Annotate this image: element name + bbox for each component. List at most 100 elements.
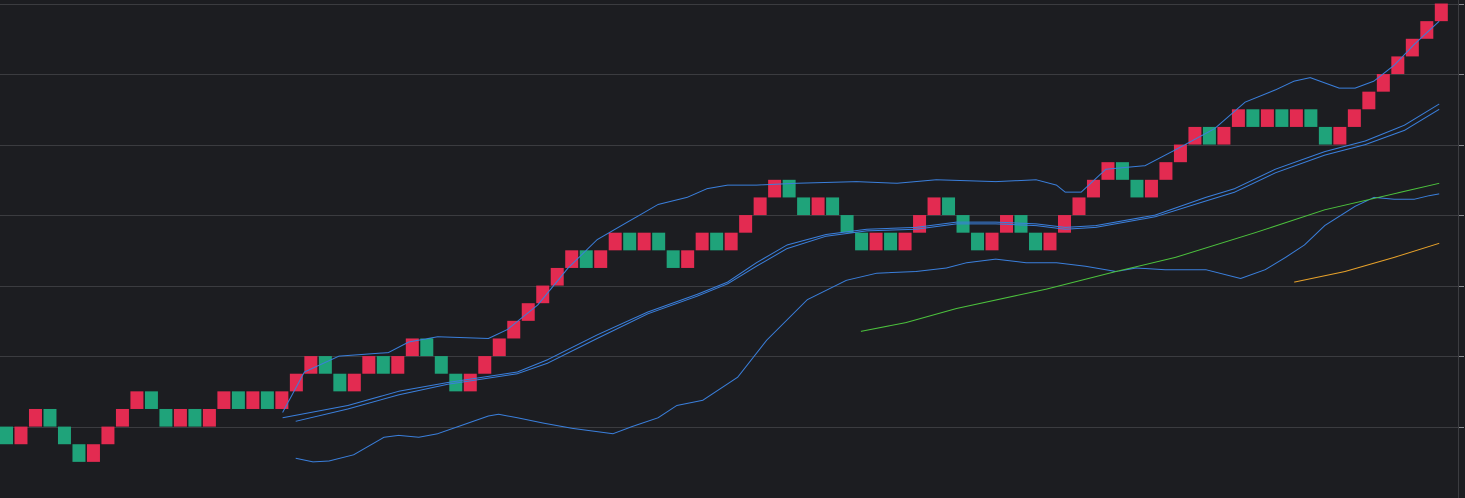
renko-brick-up <box>565 250 579 268</box>
renko-brick-down <box>1029 232 1042 251</box>
upper-band-line <box>282 20 1440 413</box>
renko-brick-up <box>478 356 492 374</box>
renko-brick-up <box>405 338 419 357</box>
renko-brick-up <box>86 444 100 462</box>
renko-brick-down <box>884 232 898 251</box>
renko-brick-up <box>550 267 564 286</box>
renko-brick-down <box>231 391 245 409</box>
renko-brick-down <box>1130 179 1144 198</box>
renko-brick-up <box>1144 179 1158 198</box>
renko-brick-up <box>347 373 361 392</box>
middle-ma-1-line <box>282 103 1440 419</box>
renko-brick-up <box>289 373 303 392</box>
renko-brick-up <box>275 391 289 409</box>
lower-band-line <box>295 193 1440 463</box>
renko-brick-up <box>724 232 738 251</box>
renko-brick-down <box>420 338 434 357</box>
renko-brick-down <box>710 232 724 251</box>
renko-brick-down <box>72 444 86 462</box>
renko-brick-up <box>130 391 144 409</box>
renko-brick-down <box>1318 126 1332 145</box>
renko-brick-up <box>768 179 782 198</box>
renko-brick-up <box>14 426 28 445</box>
renko-brick-up <box>1101 162 1115 180</box>
renko-brick-down <box>826 197 840 216</box>
renko-brick-up <box>608 232 622 251</box>
renko-brick-down <box>1115 162 1129 180</box>
renko-brick-down <box>942 197 956 216</box>
renko-brick-up <box>1057 215 1071 233</box>
renko-brick-down <box>579 250 593 268</box>
renko-brick-up <box>173 408 187 427</box>
renko-brick-up <box>1289 109 1303 127</box>
renko-brick-up <box>492 338 506 357</box>
renko-brick-up <box>869 232 883 251</box>
renko-brick-down <box>57 426 71 445</box>
renko-brick-down <box>376 356 390 374</box>
renko-brick-up <box>391 356 405 374</box>
renko-brick-up <box>1347 109 1361 127</box>
renko-brick-up <box>536 285 550 304</box>
renko-brick-up <box>1260 109 1274 127</box>
renko-brick-up <box>1217 126 1231 145</box>
indicator-lines <box>282 20 1440 463</box>
renko-brick-up <box>1362 91 1376 110</box>
renko-brick-down <box>434 356 448 374</box>
renko-brick-up <box>1188 126 1202 145</box>
renko-brick-down <box>855 232 869 251</box>
renko-bricks <box>0 3 1448 462</box>
renko-brick-up <box>898 232 912 251</box>
renko-brick-down <box>159 408 173 427</box>
price-axis[interactable] <box>1458 0 1464 498</box>
renko-brick-up <box>913 215 927 233</box>
renko-brick-down <box>1246 109 1260 127</box>
renko-brick-up <box>1086 179 1100 198</box>
renko-brick-down <box>260 391 274 409</box>
renko-brick-down <box>652 232 666 251</box>
renko-brick-up <box>1376 74 1390 92</box>
renko-brick-down <box>971 232 985 251</box>
renko-brick-down <box>666 250 680 268</box>
renko-brick-up <box>1159 162 1173 180</box>
renko-brick-down <box>188 408 202 427</box>
middle-ma-2-line <box>295 108 1440 422</box>
renko-brick-down <box>144 391 158 409</box>
renko-brick-down <box>1275 109 1289 127</box>
renko-brick-down <box>623 232 637 251</box>
renko-brick-up <box>811 197 825 216</box>
renko-brick-up <box>507 320 521 339</box>
renko-brick-up <box>695 232 709 251</box>
renko-brick-down <box>449 373 463 392</box>
renko-brick-down <box>0 426 13 445</box>
renko-brick-up <box>681 250 695 268</box>
renko-brick-up <box>1231 109 1245 127</box>
ma-green-line <box>860 182 1440 332</box>
renko-brick-up <box>115 408 129 427</box>
renko-brick-up <box>927 197 941 216</box>
renko-brick-up <box>101 426 115 445</box>
grid-lines <box>0 4 1458 428</box>
renko-brick-up <box>217 391 231 409</box>
renko-brick-up <box>739 215 753 233</box>
renko-brick-down <box>782 179 796 198</box>
renko-brick-up <box>1434 3 1448 22</box>
renko-brick-up <box>1072 197 1086 216</box>
renko-brick-up <box>753 197 767 216</box>
renko-brick-up <box>28 408 42 427</box>
renko-brick-up <box>1420 21 1434 39</box>
renko-brick-up <box>637 232 651 251</box>
renko-brick-up <box>1043 232 1057 251</box>
renko-brick-up <box>1391 56 1405 75</box>
renko-brick-up <box>594 250 608 268</box>
renko-brick-down <box>840 215 854 233</box>
renko-brick-down <box>1202 126 1216 145</box>
ma-orange-line <box>1294 242 1440 283</box>
renko-brick-up <box>985 232 999 251</box>
renko-brick-up <box>202 408 216 427</box>
renko-brick-down <box>797 197 811 216</box>
renko-brick-down <box>1014 215 1028 233</box>
renko-brick-down <box>1304 109 1318 127</box>
renko-brick-up <box>1333 126 1347 145</box>
renko-brick-up <box>246 391 260 409</box>
